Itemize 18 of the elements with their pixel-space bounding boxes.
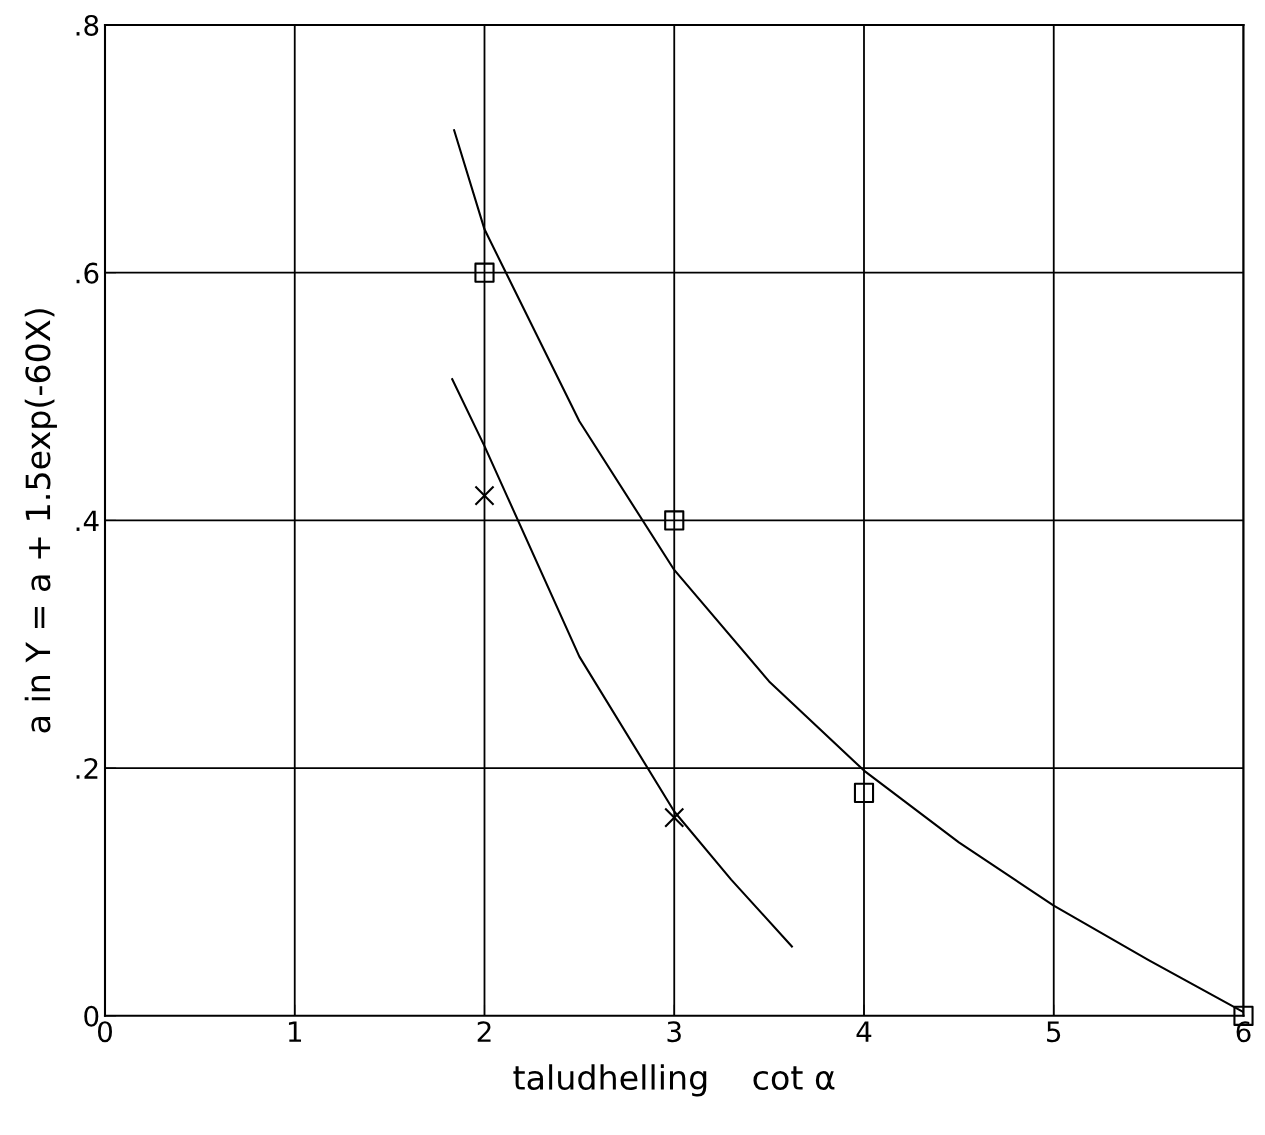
y-tick-label: 0 xyxy=(84,1005,99,1027)
x-tick-label: 5 xyxy=(1047,1021,1061,1043)
point xyxy=(664,807,685,828)
x-tick-label: 1 xyxy=(288,1021,302,1042)
y-tick-label: .6 xyxy=(76,262,99,284)
point xyxy=(853,782,875,803)
point xyxy=(474,485,495,506)
y-tick-label: .2 xyxy=(76,758,98,779)
x-tick-label: 4 xyxy=(856,1021,872,1042)
x-tick-label: 6 xyxy=(1236,1021,1251,1043)
x-tick-label: 2 xyxy=(477,1021,491,1042)
point xyxy=(474,262,495,283)
x-axis-title: taludhelling cot α xyxy=(513,1064,835,1097)
point xyxy=(664,510,685,531)
y-tick-label: .8 xyxy=(76,14,99,36)
x-tick-label: 3 xyxy=(667,1021,681,1043)
y-tick-label: .4 xyxy=(76,510,99,531)
y-axis-title: a in Y = a + 1.5exp(-60X) xyxy=(24,309,57,733)
